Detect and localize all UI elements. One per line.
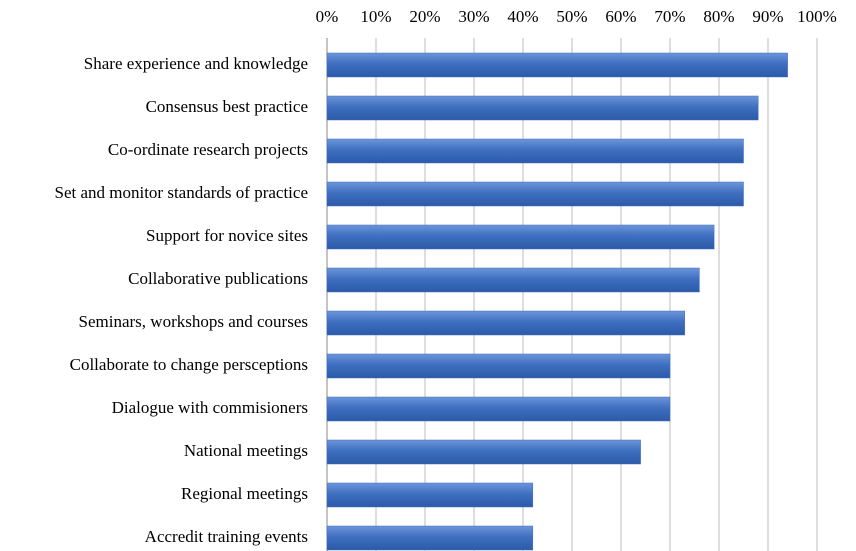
- bar: [326, 224, 715, 250]
- x-tick-label: 10%: [360, 7, 391, 26]
- x-tick-label: 20%: [409, 7, 440, 26]
- bar: [326, 482, 534, 508]
- bar: [326, 52, 788, 78]
- y-tick-label: Dialogue with commisioners: [112, 398, 308, 417]
- y-tick-label: Seminars, workshops and courses: [79, 312, 308, 331]
- x-tick-label: 50%: [556, 7, 587, 26]
- x-tick-label: 0%: [316, 7, 339, 26]
- bar: [326, 138, 744, 164]
- y-tick-label: Set and monitor standards of practice: [54, 183, 308, 202]
- bar: [326, 396, 671, 422]
- y-tick-label: Accredit training events: [145, 527, 308, 546]
- y-tick-label: Collaborative publications: [128, 269, 308, 288]
- bar: [326, 525, 534, 551]
- y-tick-label: Support for novice sites: [146, 226, 308, 245]
- y-tick-label: Share experience and knowledge: [84, 54, 308, 73]
- bar: [326, 95, 759, 121]
- y-tick-label: Collaborate to change persceptions: [70, 355, 308, 374]
- x-tick-label: 80%: [703, 7, 734, 26]
- bar: [326, 353, 671, 379]
- bar: [326, 181, 744, 207]
- x-tick-label: 40%: [507, 7, 538, 26]
- bar: [326, 310, 685, 336]
- x-tick-label: 100%: [797, 7, 837, 26]
- bar: [326, 267, 700, 293]
- y-tick-label: Co-ordinate research projects: [108, 140, 308, 159]
- bar: [326, 439, 641, 465]
- y-tick-label: National meetings: [184, 441, 308, 460]
- y-tick-label: Consensus best practice: [146, 97, 308, 116]
- x-tick-label: 70%: [654, 7, 685, 26]
- x-tick-label: 60%: [605, 7, 636, 26]
- x-tick-label: 30%: [458, 7, 489, 26]
- x-tick-label: 90%: [752, 7, 783, 26]
- y-tick-label: Regional meetings: [181, 484, 308, 503]
